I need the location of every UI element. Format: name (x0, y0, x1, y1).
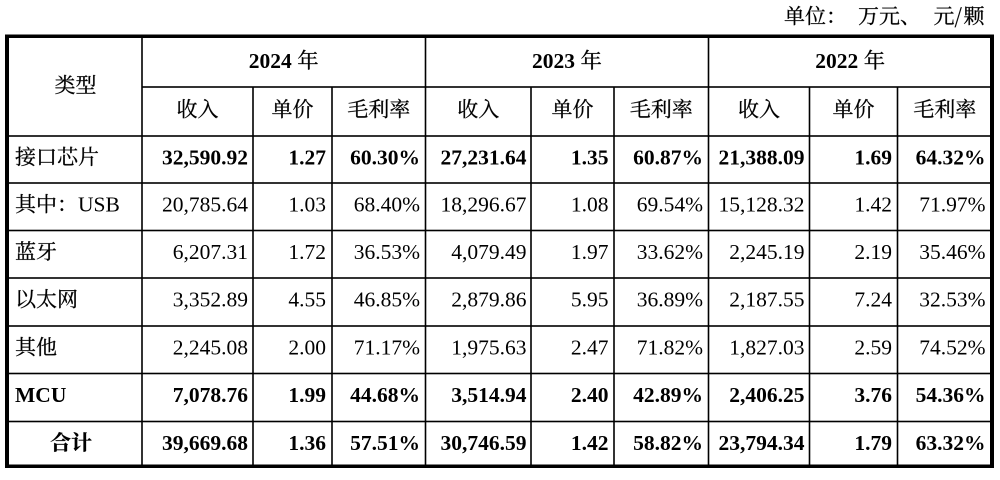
svg-text:42.89%: 42.89% (633, 383, 703, 407)
svg-text:2022: 2022 (815, 49, 858, 73)
svg-text:2.40: 2.40 (571, 383, 609, 407)
svg-text:1.79: 1.79 (854, 431, 892, 455)
svg-text:6,207.31: 6,207.31 (173, 240, 248, 264)
svg-text:2.47: 2.47 (571, 336, 609, 360)
svg-text:20,785.64: 20,785.64 (162, 193, 248, 217)
svg-text:21,388.09: 21,388.09 (719, 145, 805, 169)
svg-text:4.55: 4.55 (288, 288, 326, 312)
svg-text:1.42: 1.42 (571, 431, 609, 455)
svg-text:60.87%: 60.87% (633, 145, 703, 169)
svg-text:3,352.89: 3,352.89 (173, 288, 248, 312)
svg-text:7.24: 7.24 (854, 288, 892, 312)
svg-text:1.72: 1.72 (288, 240, 326, 264)
svg-text:2023: 2023 (532, 49, 575, 73)
svg-text:7,078.76: 7,078.76 (173, 383, 249, 407)
svg-text:3.76: 3.76 (854, 383, 892, 407)
svg-text:2,245.08: 2,245.08 (173, 336, 248, 360)
svg-text:1.99: 1.99 (288, 383, 326, 407)
svg-text:1.42: 1.42 (854, 193, 892, 217)
svg-text:44.68%: 44.68% (350, 383, 420, 407)
svg-text:54.36%: 54.36% (916, 383, 986, 407)
svg-text:1.35: 1.35 (571, 145, 609, 169)
svg-text:2.59: 2.59 (854, 336, 892, 360)
svg-text:57.51%: 57.51% (350, 431, 420, 455)
svg-text:3,514.94: 3,514.94 (451, 383, 527, 407)
svg-text:36.53%: 36.53% (354, 240, 420, 264)
svg-text:2,406.25: 2,406.25 (729, 383, 804, 407)
svg-text:32,590.92: 32,590.92 (162, 145, 248, 169)
svg-text:MCU: MCU (15, 383, 66, 407)
svg-text:71.82%: 71.82% (637, 336, 703, 360)
svg-text:64.32%: 64.32% (916, 145, 986, 169)
svg-text:71.97%: 71.97% (919, 193, 985, 217)
svg-text:69.54%: 69.54% (637, 193, 703, 217)
svg-text:1.97: 1.97 (571, 240, 609, 264)
svg-text:63.32%: 63.32% (916, 431, 986, 455)
svg-text:1.03: 1.03 (288, 193, 326, 217)
svg-text:15,128.32: 15,128.32 (719, 193, 805, 217)
svg-text:60.30%: 60.30% (350, 145, 420, 169)
svg-text:39,669.68: 39,669.68 (162, 431, 248, 455)
svg-text:1,975.63: 1,975.63 (451, 336, 526, 360)
svg-text:1.27: 1.27 (288, 145, 326, 169)
svg-text:18,296.67: 18,296.67 (441, 193, 527, 217)
svg-text:5.95: 5.95 (571, 288, 609, 312)
svg-text:33.62%: 33.62% (637, 240, 703, 264)
svg-text:2,187.55: 2,187.55 (729, 288, 804, 312)
svg-text:32.53%: 32.53% (919, 288, 985, 312)
svg-text:1.69: 1.69 (854, 145, 892, 169)
svg-text:2.19: 2.19 (854, 240, 892, 264)
svg-text:4,079.49: 4,079.49 (451, 240, 526, 264)
svg-text:1,827.03: 1,827.03 (729, 336, 804, 360)
svg-text:27,231.64: 27,231.64 (441, 145, 527, 169)
svg-text:2.00: 2.00 (288, 336, 326, 360)
svg-text:35.46%: 35.46% (919, 240, 985, 264)
svg-text:46.85%: 46.85% (354, 288, 420, 312)
svg-text:2,245.19: 2,245.19 (729, 240, 804, 264)
svg-text:2,879.86: 2,879.86 (451, 288, 527, 312)
svg-text:23,794.34: 23,794.34 (719, 431, 805, 455)
svg-text:1.36: 1.36 (288, 431, 326, 455)
svg-text:71.17%: 71.17% (354, 336, 420, 360)
svg-text:74.52%: 74.52% (919, 336, 985, 360)
svg-text:USB: USB (78, 193, 120, 217)
svg-text:58.82%: 58.82% (633, 431, 703, 455)
svg-text:2024: 2024 (249, 49, 292, 73)
svg-text:68.40%: 68.40% (354, 193, 420, 217)
svg-text:30,746.59: 30,746.59 (441, 431, 527, 455)
svg-text:1.08: 1.08 (571, 193, 609, 217)
svg-text:36.89%: 36.89% (637, 288, 703, 312)
